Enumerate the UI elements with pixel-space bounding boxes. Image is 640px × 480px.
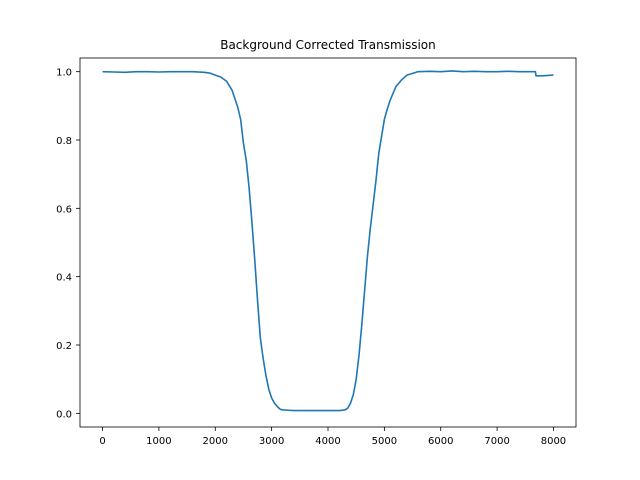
y-tick-label: 0.0 (56, 409, 72, 420)
x-tick-label: 1000 (146, 436, 171, 447)
y-tick-label: 0.6 (56, 204, 72, 215)
y-axis: 0.0 0.2 0.4 0.6 0.8 1.0 (56, 68, 80, 420)
x-tick-label: 4000 (315, 436, 340, 447)
x-tick-label: 6000 (428, 436, 453, 447)
x-tick-label: 2000 (203, 436, 228, 447)
x-tick-label: 7000 (484, 436, 509, 447)
y-tick-label: 1.0 (56, 68, 72, 79)
chart-title: Background Corrected Transmission (220, 38, 436, 52)
x-tick-label: 8000 (541, 436, 566, 447)
x-tick-label: 5000 (372, 436, 397, 447)
x-tick-label: 0 (99, 436, 105, 447)
y-tick-label: 0.8 (56, 136, 72, 147)
plot-area (102, 70, 554, 412)
y-tick-label: 0.2 (56, 341, 72, 352)
x-tick-label: 3000 (259, 436, 284, 447)
series-line-0 (102, 70, 554, 412)
x-axis: 0 1000 2000 3000 4000 5000 6000 7000 8000 (99, 427, 566, 447)
y-tick-label: 0.4 (56, 273, 72, 284)
